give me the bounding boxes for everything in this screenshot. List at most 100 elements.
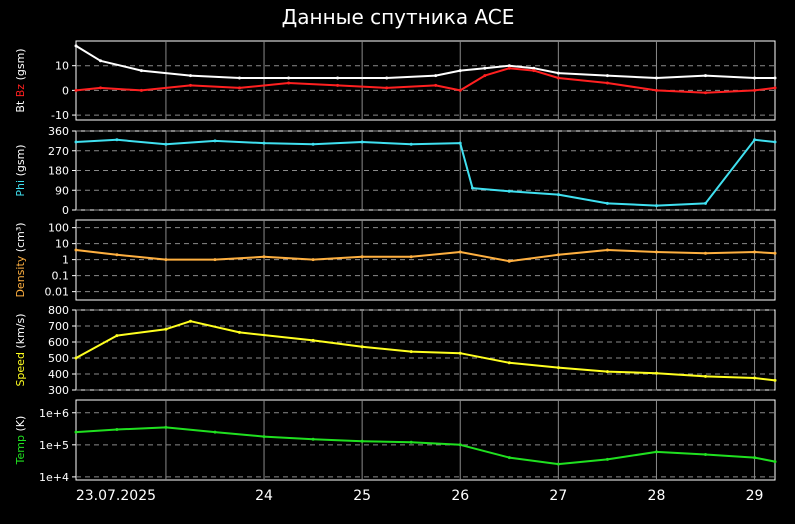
ylabel-part-phi-1: (gsm) [14, 144, 27, 180]
ytick-label-speed-4: 700 [48, 320, 69, 333]
xtick-label-5: 28 [648, 488, 666, 504]
ylabel-part-bz-1: Bz [14, 84, 27, 98]
point-density-0-12 [655, 250, 658, 254]
ylabel-bz: Bt Bz (gsm) [14, 48, 27, 112]
ytick-label-speed-1: 400 [48, 368, 69, 381]
point-bz-0-7 [385, 76, 389, 80]
point-bz-1-3 [189, 83, 192, 87]
ytick-label-phi-0: 0 [62, 204, 69, 217]
panel-frame-temp [75, 399, 776, 481]
ylabel-temp: Temp (K) [14, 416, 27, 466]
point-bz-0-15 [655, 76, 658, 80]
point-temp-0-1 [115, 428, 119, 431]
point-temp-0-12 [655, 450, 658, 454]
point-bz-0-11 [507, 64, 511, 68]
ytick-label-phi-2: 180 [48, 165, 69, 178]
point-bz-1-14 [605, 81, 609, 85]
point-phi-0-8 [458, 141, 462, 145]
panel-bz: -10 0 10 Bt Bz (gsm) [14, 40, 777, 122]
point-bz-0-5 [287, 76, 291, 80]
point-temp-0-4 [262, 435, 266, 439]
point-density-0-2 [164, 258, 168, 262]
point-bz-1-13 [556, 76, 560, 80]
panel-frame-bz [75, 40, 776, 121]
ylabel-part-density-0: Density [14, 255, 27, 297]
ylabel-part-density-1: (cm³) [14, 222, 27, 255]
ytick-label-temp-2: 1e+6 [39, 407, 69, 420]
point-bz-0-12 [532, 66, 536, 70]
point-density-0-7 [409, 255, 413, 259]
point-density-0-10 [556, 253, 560, 257]
point-density-0-11 [605, 248, 609, 252]
point-density-0-1 [115, 253, 119, 257]
panel-speed: 300 400 500 600 700 800 Speed (km/s) [14, 304, 777, 397]
point-speed-0-8 [458, 351, 462, 355]
point-bz-1-18 [773, 86, 777, 90]
x-axis: 23.07.2025 24 25 26 27 28 29 [76, 488, 764, 504]
point-bz-0-13 [556, 71, 560, 75]
point-phi-0-7 [409, 142, 413, 146]
point-density-0-13 [704, 251, 707, 255]
point-phi-0-4 [262, 141, 266, 145]
point-bz-0-2 [139, 69, 143, 73]
point-temp-0-3 [213, 430, 217, 434]
point-bz-1-8 [434, 83, 438, 87]
xtick-label-3: 26 [451, 488, 469, 504]
point-bz-1-5 [287, 81, 291, 85]
point-density-0-5 [311, 258, 315, 262]
series-density-0 [75, 249, 776, 263]
point-temp-0-9 [507, 456, 511, 460]
point-density-0-15 [773, 251, 777, 255]
point-temp-0-5 [311, 437, 315, 441]
chart-title: Данные спутника ACE [282, 5, 515, 29]
ytick-label-density-2: 1 [62, 254, 69, 267]
point-phi-0-0 [74, 140, 78, 144]
xtick-label-2: 25 [353, 488, 371, 504]
point-phi-0-11 [556, 193, 560, 197]
point-phi-0-2 [164, 142, 168, 146]
point-bz-0-16 [704, 74, 707, 78]
ylabel-part-speed-1: (km/s) [14, 313, 27, 352]
point-bz-1-6 [336, 83, 340, 87]
point-bz-0-3 [189, 74, 192, 78]
panel-density: 0.01 0.1 1 10 100 Density (cm³) [14, 219, 777, 301]
point-bz-1-17 [753, 88, 757, 92]
ylabel-speed: Speed (km/s) [14, 313, 27, 386]
point-speed-0-14 [753, 376, 757, 380]
point-bz-1-4 [238, 86, 241, 90]
ytick-label-density-3: 10 [55, 238, 69, 251]
point-bz-1-11 [507, 66, 511, 70]
ytick-label-phi-3: 270 [48, 145, 69, 158]
ylabel-part-temp-1: (K) [14, 416, 27, 435]
point-bz-1-16 [704, 91, 707, 95]
point-phi-0-5 [311, 142, 315, 146]
point-density-0-0 [74, 248, 78, 252]
ytick-label-phi-4: 360 [48, 125, 69, 138]
point-density-0-6 [360, 255, 364, 259]
point-temp-0-7 [409, 440, 413, 444]
ylabel-part-temp-0: Temp [14, 435, 27, 465]
ytick-label-speed-2: 500 [48, 352, 69, 365]
point-phi-0-14 [704, 201, 707, 205]
point-phi-0-9 [471, 186, 474, 190]
point-phi-0-12 [605, 201, 609, 205]
ytick-label-bz-1: 0 [62, 84, 69, 97]
point-density-0-4 [262, 255, 266, 259]
point-temp-0-11 [605, 457, 609, 461]
ytick-label-temp-1: 1e+5 [39, 439, 69, 452]
panel-phi: 0 90 180 270 360 Phi (gsm) [14, 125, 777, 217]
ytick-label-speed-5: 800 [48, 304, 69, 317]
point-temp-0-2 [164, 425, 168, 429]
point-speed-0-6 [360, 345, 364, 349]
point-bz-0-6 [336, 76, 340, 80]
panel-temp: 1e+4 1e+5 1e+6 Temp (K) [14, 399, 777, 484]
point-bz-1-15 [655, 88, 658, 92]
point-bz-0-1 [99, 59, 102, 63]
point-speed-0-13 [704, 374, 707, 378]
point-speed-0-5 [311, 338, 315, 342]
xtick-label-0: 23.07.2025 [76, 488, 156, 504]
point-bz-0-4 [238, 76, 241, 80]
point-bz-0-0 [74, 44, 78, 48]
ytick-label-density-0: 0.01 [45, 286, 70, 299]
